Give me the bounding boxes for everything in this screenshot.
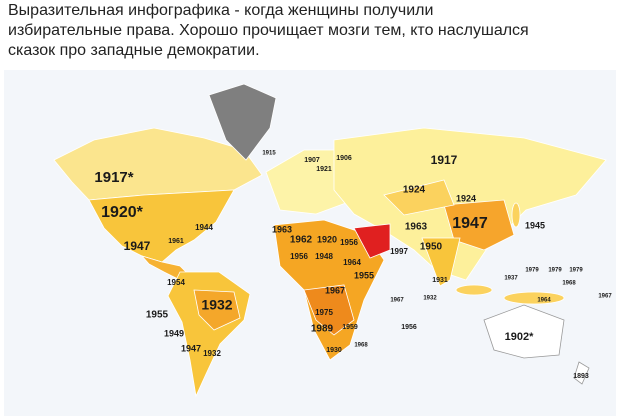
islands bbox=[503, 291, 565, 305]
central-africa bbox=[303, 284, 355, 336]
year-label: 1967 bbox=[390, 298, 404, 304]
year-label: 1964 bbox=[343, 258, 361, 267]
year-label: 1937 bbox=[504, 276, 518, 282]
year-label: 1947 bbox=[452, 215, 488, 232]
year-label: 1956 bbox=[401, 324, 417, 331]
year-label: 1924 bbox=[403, 185, 426, 196]
india bbox=[421, 237, 461, 287]
year-label: 1989 bbox=[311, 324, 334, 335]
year-label: 1950 bbox=[420, 242, 443, 253]
central-asia bbox=[383, 179, 455, 216]
canada bbox=[53, 127, 263, 201]
year-label: 1997 bbox=[390, 247, 408, 256]
saudi-arabia bbox=[353, 223, 391, 259]
year-label: 1963 bbox=[272, 224, 292, 234]
year-label: 1947 bbox=[124, 239, 151, 253]
year-label: 1975 bbox=[315, 308, 333, 317]
indonesia bbox=[455, 284, 493, 296]
year-label: 1948 bbox=[315, 252, 333, 261]
australia bbox=[483, 304, 565, 359]
year-label: 1962 bbox=[290, 235, 313, 246]
year-label: 1968 bbox=[354, 343, 368, 349]
year-label: 1979 bbox=[525, 268, 539, 274]
year-label: 1979 bbox=[548, 268, 562, 274]
year-label: 1931 bbox=[432, 277, 448, 284]
brazil bbox=[193, 289, 241, 331]
year-label: 1920* bbox=[101, 204, 144, 221]
year-label: 1907 bbox=[304, 157, 320, 164]
year-label: 1893 bbox=[573, 373, 589, 380]
year-label: 1930 bbox=[326, 347, 342, 354]
year-label: 1932 bbox=[423, 296, 437, 302]
year-label: 1956 bbox=[340, 238, 358, 247]
year-label: 1917 bbox=[431, 153, 458, 167]
new-zealand bbox=[573, 361, 590, 385]
year-label: 1915 bbox=[262, 151, 276, 157]
china bbox=[443, 199, 515, 251]
year-label: 1906 bbox=[336, 155, 352, 162]
year-label: 1944 bbox=[195, 223, 213, 232]
year-label: 1967 bbox=[598, 294, 612, 300]
year-label: 1959 bbox=[342, 324, 358, 331]
year-label: 1955 bbox=[354, 270, 374, 280]
year-label: 1945 bbox=[525, 220, 545, 230]
year-label: 1921 bbox=[316, 166, 332, 173]
year-label: 1968 bbox=[562, 281, 576, 287]
greenland bbox=[208, 83, 277, 161]
year-label: 1955 bbox=[146, 310, 169, 321]
year-label: 1932 bbox=[201, 297, 232, 313]
year-label: 1932 bbox=[203, 349, 221, 358]
post-text: Выразительная инфографика - когда женщин… bbox=[8, 2, 434, 19]
world-map: 1917* 1920* 1944 1947 1961 1954 1932 1955 1949 19… bbox=[4, 70, 616, 416]
year-label: 1949 bbox=[164, 328, 184, 338]
year-label: 1924 bbox=[456, 193, 476, 203]
usa bbox=[88, 189, 235, 263]
year-label: 1963 bbox=[405, 222, 428, 233]
post-text: избирательные права. Хорошо прочищает мо… bbox=[8, 22, 529, 39]
year-label: 1956 bbox=[290, 252, 308, 261]
post-text: сказок про западные демократии. bbox=[8, 42, 260, 59]
year-label: 1967 bbox=[325, 285, 345, 295]
year-label: 1947 bbox=[181, 343, 201, 353]
year-label: 1954 bbox=[167, 278, 185, 287]
year-label: 1902* bbox=[505, 331, 534, 343]
year-label: 1964 bbox=[537, 298, 551, 304]
year-label: 1920 bbox=[317, 234, 337, 244]
japan bbox=[511, 202, 521, 228]
year-label: 1979 bbox=[569, 268, 583, 274]
year-label: 1917* bbox=[94, 169, 133, 186]
year-label: 1961 bbox=[168, 238, 184, 245]
